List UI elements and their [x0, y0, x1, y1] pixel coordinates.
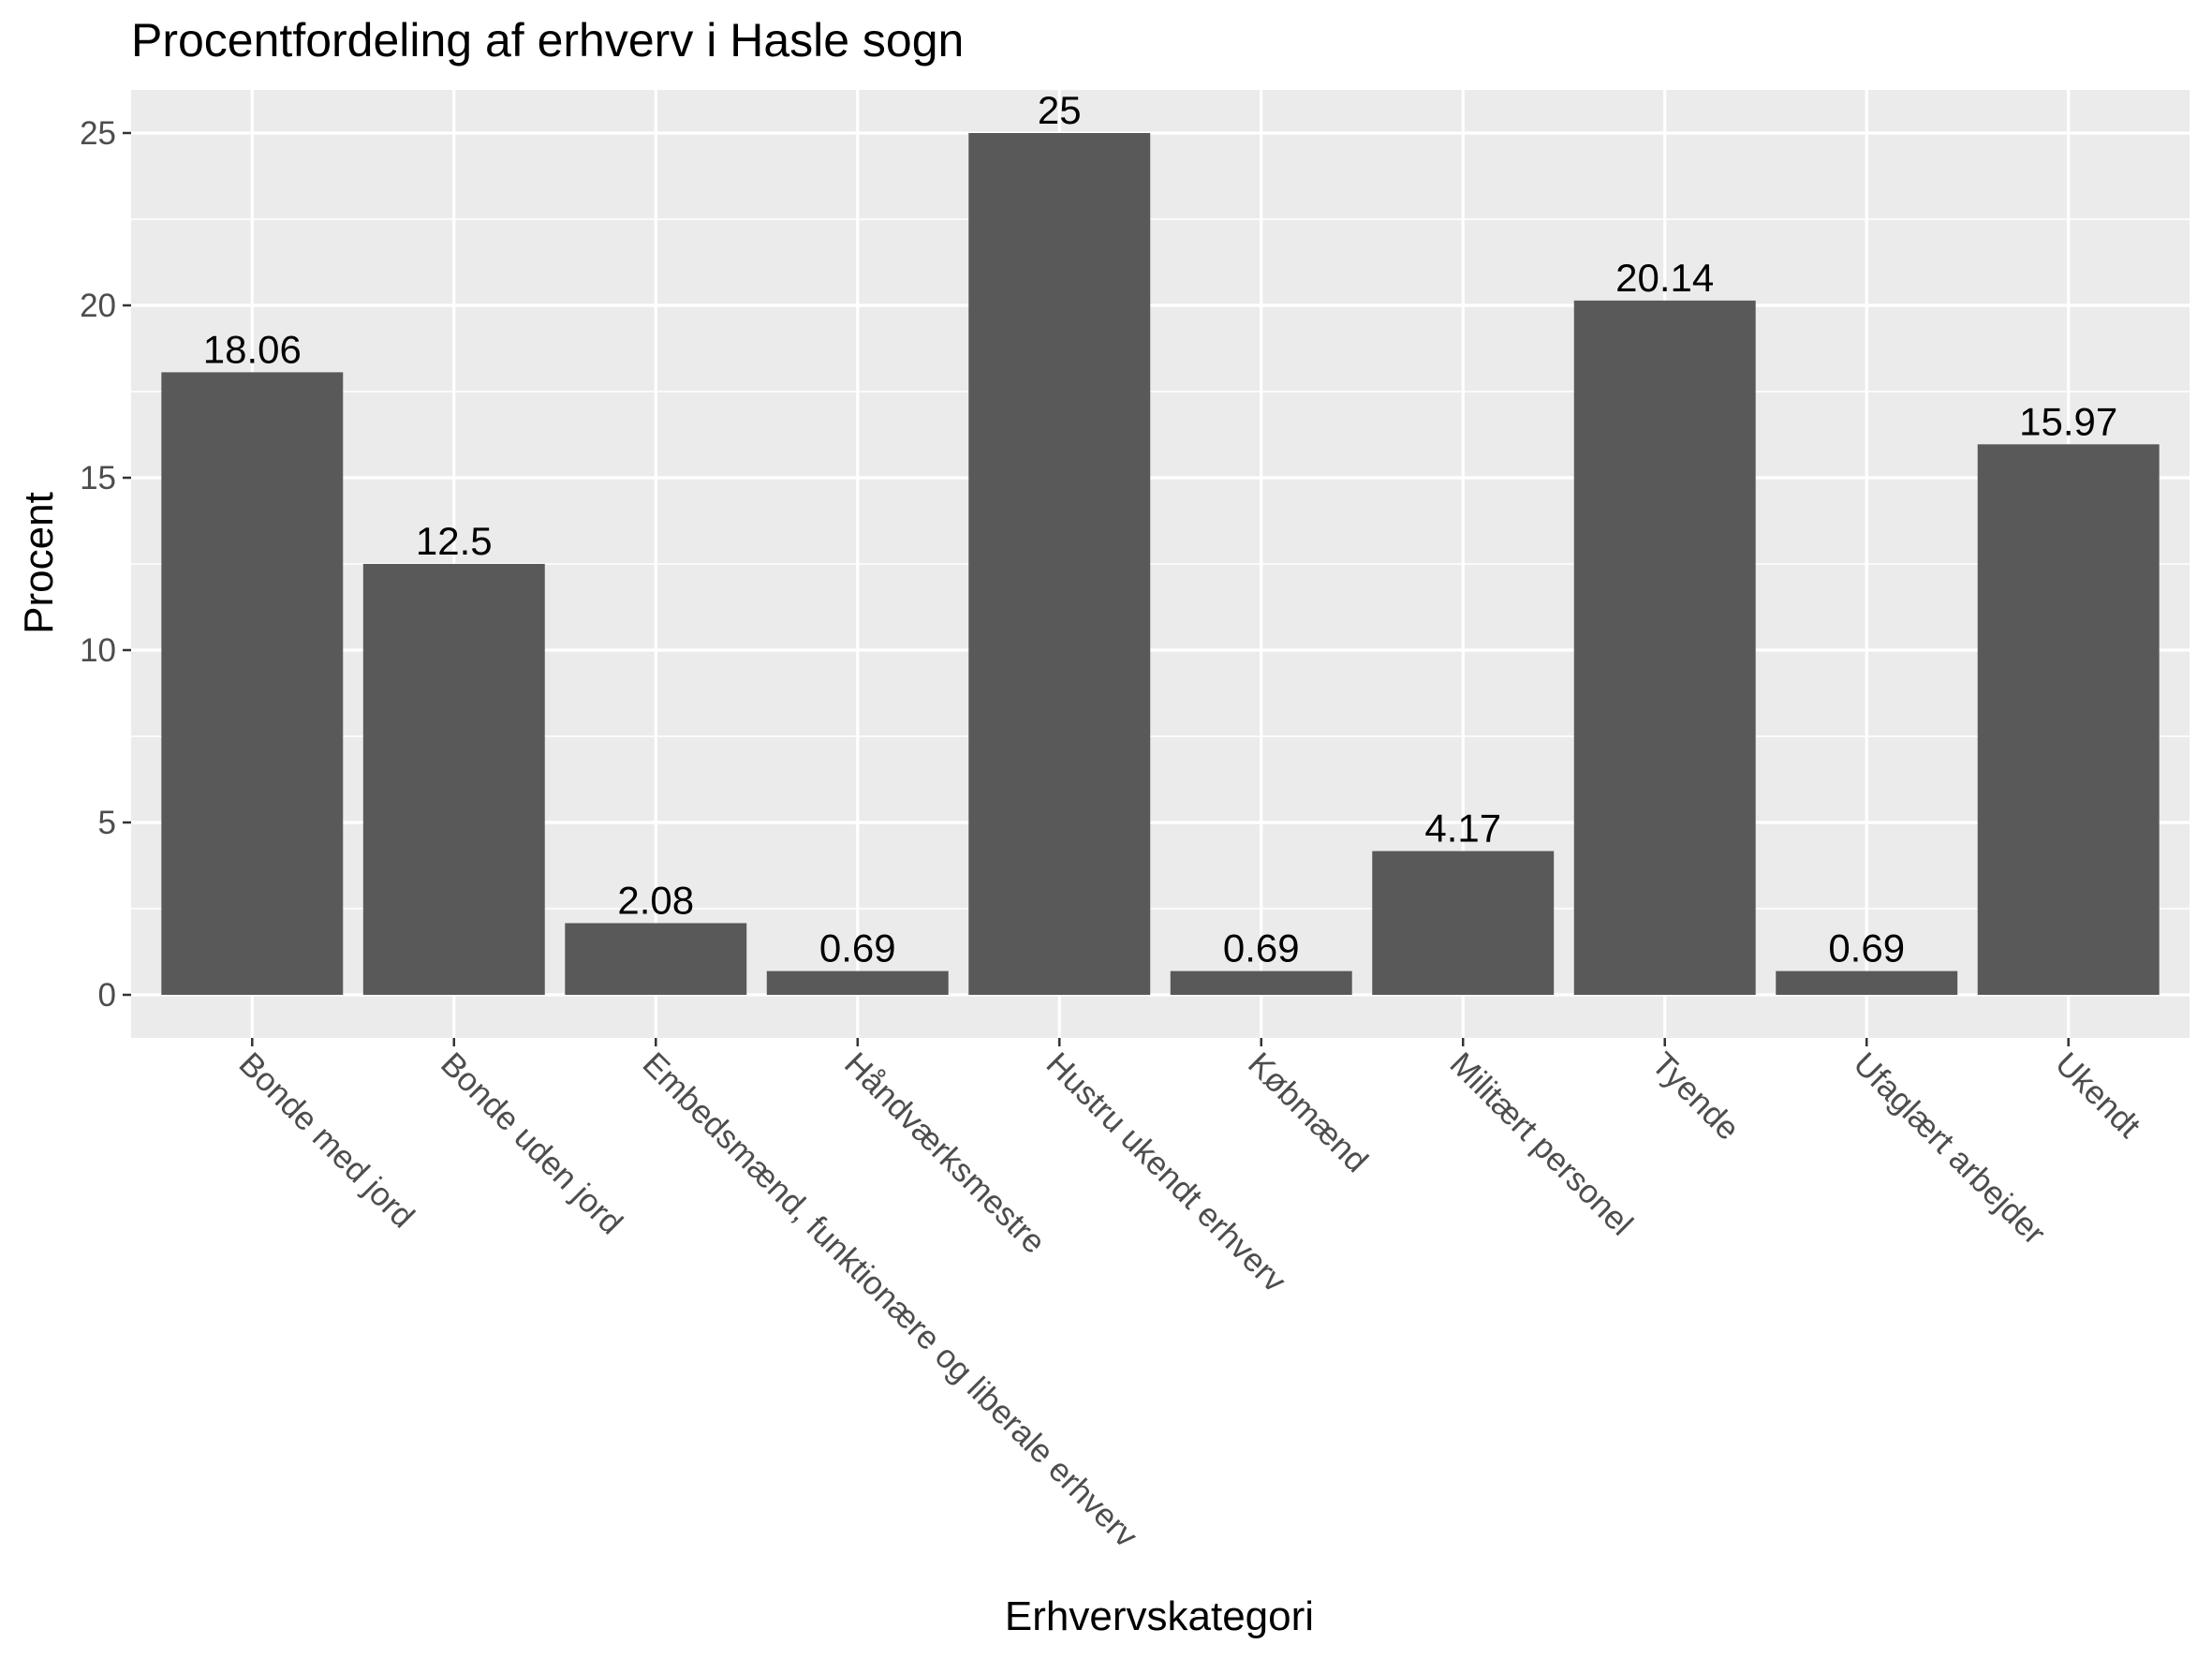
bar-value-label: 0.69	[819, 926, 896, 970]
bar-value-label: 0.69	[1223, 926, 1300, 970]
bar-value-label: 15.97	[2019, 399, 2117, 443]
y-tick-label: 15	[80, 460, 116, 496]
y-axis-title: Procent	[16, 492, 62, 634]
bar	[968, 133, 1151, 995]
y-tick-label: 25	[80, 115, 116, 152]
y-tick-label: 5	[98, 805, 116, 841]
bar-value-label: 4.17	[1424, 807, 1501, 851]
bar	[565, 923, 747, 995]
bar	[766, 970, 949, 995]
y-tick-label: 20	[80, 288, 116, 324]
y-axis: 0 5 10 15 20 25	[80, 115, 131, 1014]
bar-value-label: 18.06	[203, 327, 302, 371]
bar	[362, 564, 545, 995]
bar-value-label: 2.08	[617, 878, 694, 922]
bars	[161, 133, 2160, 996]
y-tick-label: 10	[80, 632, 116, 669]
y-tick-label: 0	[98, 977, 116, 1014]
bar	[161, 372, 344, 996]
bar-value-label: 0.69	[1828, 926, 1905, 970]
bar	[1776, 970, 1958, 995]
bar	[1372, 851, 1555, 995]
bar	[1170, 970, 1352, 995]
chart-title: Procentfordeling af erhverv i Hasle sogn	[131, 14, 964, 67]
bar-value-label: 12.5	[416, 519, 493, 563]
bar-value-label: 20.14	[1615, 256, 1714, 300]
bar-value-labels: 18.06 12.5 2.08 0.69 25 0.69 4.17 20.14 0.69 15.9…	[203, 88, 2118, 970]
bar-value-label: 25	[1038, 88, 1082, 132]
x-axis-title: Erhvervskategori	[1005, 1593, 1314, 1639]
bar	[1977, 444, 2160, 996]
bar	[1573, 300, 1756, 995]
